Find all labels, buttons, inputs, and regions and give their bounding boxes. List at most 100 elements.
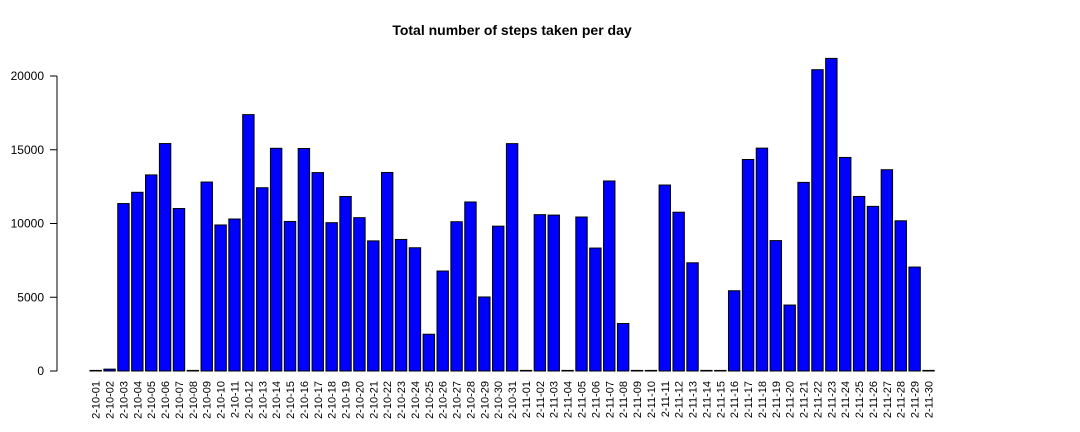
bar-2-11-23 bbox=[825, 57, 838, 372]
x-tick-label: 2-10-04 bbox=[132, 381, 144, 419]
bar-2-10-26 bbox=[436, 270, 449, 372]
bar-2-11-26 bbox=[866, 205, 880, 372]
x-tick-label: 2-10-25 bbox=[424, 381, 436, 419]
x-tick-label: 2-10-12 bbox=[243, 381, 255, 419]
bar-2-10-31 bbox=[505, 143, 519, 372]
x-tick-label: 2-10-09 bbox=[202, 381, 214, 419]
bar-2-10-25 bbox=[422, 333, 436, 372]
x-tick-label: 2-11-01 bbox=[521, 381, 533, 418]
bar-2-10-01 bbox=[89, 369, 102, 372]
x-tick-label: 2-10-16 bbox=[299, 381, 311, 419]
x-tick-label: 2-11-28 bbox=[896, 381, 908, 418]
bar-2-11-12 bbox=[672, 211, 685, 372]
bars-group bbox=[89, 57, 935, 372]
x-tick-label: 2-10-28 bbox=[465, 381, 477, 419]
bar-2-10-09 bbox=[200, 181, 213, 372]
bar-2-11-18 bbox=[755, 147, 769, 372]
bar-2-10-19 bbox=[339, 196, 352, 372]
x-tick-label: 2-10-27 bbox=[452, 381, 464, 419]
x-tick-label: 2-11-12 bbox=[674, 381, 686, 418]
y-tick-label: 0 bbox=[37, 364, 44, 378]
x-tick-label: 2-11-04 bbox=[563, 381, 575, 418]
bar-2-10-17 bbox=[311, 172, 324, 372]
bar-2-11-17 bbox=[741, 159, 755, 372]
x-tick-label: 2-11-03 bbox=[549, 381, 561, 418]
bar-2-10-27 bbox=[450, 221, 463, 372]
x-tick-label: 2-10-30 bbox=[493, 381, 505, 419]
bar-2-10-28 bbox=[464, 201, 477, 372]
chart-title: Total number of steps taken per day bbox=[392, 22, 632, 38]
bar-2-10-06 bbox=[158, 143, 172, 372]
y-axis: 0 5000 10000 15000 20000 bbox=[11, 69, 58, 378]
x-tick-label: 2-11-15 bbox=[715, 381, 727, 418]
x-tick-label: 2-10-23 bbox=[396, 381, 408, 419]
x-tick-label: 2-10-08 bbox=[188, 381, 200, 419]
bar-2-10-15 bbox=[283, 220, 297, 372]
x-tick-label: 2-11-07 bbox=[604, 381, 616, 418]
y-tick-label: 15000 bbox=[11, 143, 45, 157]
bar-2-11-13 bbox=[686, 262, 699, 372]
bar-2-11-24 bbox=[839, 156, 852, 372]
bar-2-10-21 bbox=[367, 240, 380, 372]
bar-2-10-05 bbox=[145, 174, 158, 372]
bar-2-11-15 bbox=[714, 369, 727, 372]
x-tick-label: 2-11-30 bbox=[924, 381, 936, 418]
x-tick-label: 2-11-17 bbox=[743, 381, 755, 418]
x-tick-label: 2-11-09 bbox=[632, 381, 644, 418]
x-tick-label: 2-10-21 bbox=[368, 381, 380, 419]
x-tick-label: 2-10-17 bbox=[313, 381, 325, 419]
x-tick-label: 2-11-08 bbox=[618, 381, 630, 418]
x-tick-label: 2-10-24 bbox=[410, 381, 422, 419]
bar-2-10-22 bbox=[380, 171, 394, 372]
x-tick-label: 2-11-27 bbox=[882, 381, 894, 418]
x-tick-label: 2-10-03 bbox=[118, 381, 130, 419]
bar-2-11-08 bbox=[616, 323, 630, 372]
x-tick-label: 2-11-02 bbox=[535, 381, 547, 418]
x-tick-label: 2-10-02 bbox=[105, 381, 117, 419]
x-tick-label: 2-11-29 bbox=[910, 381, 922, 418]
x-tick-label: 2-10-18 bbox=[327, 381, 339, 419]
x-tick-label: 2-11-19 bbox=[771, 381, 783, 418]
bar-2-11-03 bbox=[547, 214, 560, 372]
x-tick-label: 2-11-16 bbox=[729, 381, 741, 418]
bar-2-10-30 bbox=[492, 225, 505, 372]
x-tick-label: 2-10-22 bbox=[382, 381, 394, 419]
bar-2-11-16 bbox=[727, 290, 741, 372]
x-tick-label: 2-10-05 bbox=[146, 381, 158, 419]
x-tick-label: 2-11-06 bbox=[590, 381, 602, 418]
x-tick-label: 2-11-11 bbox=[660, 381, 672, 417]
bar-2-11-25 bbox=[852, 195, 866, 372]
x-tick-label: 2-11-05 bbox=[577, 381, 589, 418]
x-axis-labels: 2-10-01 2-10-02 2-10-03 2-10-04 2-10-05 2-10-… bbox=[91, 381, 936, 419]
x-tick-label: 2-10-01 bbox=[91, 381, 103, 419]
bar-2-11-04 bbox=[561, 369, 574, 372]
x-tick-label: 2-10-19 bbox=[341, 381, 353, 419]
bar-2-11-20 bbox=[783, 304, 796, 372]
bar-2-11-28 bbox=[894, 220, 907, 372]
x-tick-label: 2-11-22 bbox=[812, 381, 824, 418]
bar-2-10-23 bbox=[394, 238, 408, 372]
bar-2-11-29 bbox=[908, 266, 921, 372]
bar-2-10-20 bbox=[353, 217, 366, 372]
bar-2-10-10 bbox=[214, 224, 227, 372]
x-tick-label: 2-10-15 bbox=[285, 381, 297, 419]
bar-2-10-08 bbox=[186, 369, 200, 372]
x-tick-label: 2-10-26 bbox=[438, 381, 450, 419]
bar-2-11-27 bbox=[880, 169, 894, 372]
x-tick-label: 2-11-24 bbox=[840, 381, 852, 418]
x-tick-label: 2-10-29 bbox=[479, 381, 491, 419]
bar-2-11-10 bbox=[644, 369, 658, 372]
x-tick-label: 2-10-13 bbox=[257, 381, 269, 419]
y-tick-label: 10000 bbox=[11, 217, 45, 231]
y-tick-label: 20000 bbox=[11, 69, 45, 83]
bar-2-11-06 bbox=[589, 247, 602, 372]
bar-2-11-11 bbox=[658, 184, 671, 372]
bar-2-10-03 bbox=[117, 203, 130, 372]
bar-2-11-22 bbox=[811, 69, 824, 372]
bar-2-11-01 bbox=[519, 369, 533, 372]
bar-2-11-07 bbox=[603, 180, 616, 372]
bar-2-10-14 bbox=[269, 147, 283, 372]
x-tick-label: 2-10-10 bbox=[216, 381, 228, 419]
bar-2-11-05 bbox=[575, 216, 588, 372]
